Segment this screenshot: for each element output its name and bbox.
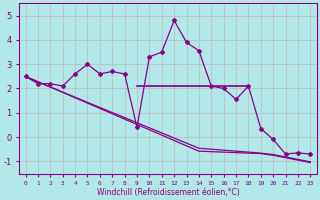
X-axis label: Windchill (Refroidissement éolien,°C): Windchill (Refroidissement éolien,°C) — [97, 188, 239, 197]
